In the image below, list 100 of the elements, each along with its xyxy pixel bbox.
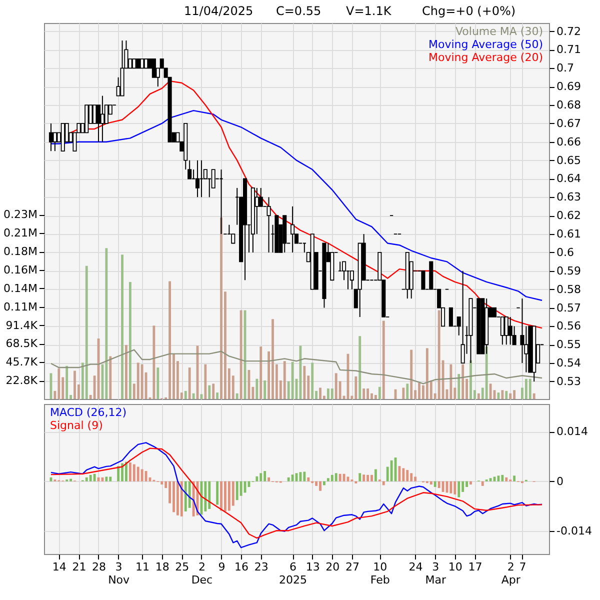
bar (458, 481, 460, 498)
candlestick (342, 261, 346, 281)
bar (497, 392, 500, 399)
bar (513, 390, 516, 399)
bar (501, 474, 504, 482)
y-tick-label: 0.014 (556, 425, 588, 438)
bar (256, 476, 258, 482)
bar (326, 478, 330, 482)
bar (334, 473, 338, 482)
bar (438, 310, 440, 399)
bar (89, 474, 92, 482)
candlestick (231, 234, 236, 244)
bar (188, 368, 191, 399)
y-tick-label: 0.68 (556, 98, 581, 112)
bar (256, 378, 258, 399)
bar (303, 366, 306, 399)
bar (240, 310, 242, 399)
bar (406, 470, 409, 482)
bar (330, 388, 334, 399)
candlestick (508, 316, 512, 346)
text: Signal (9) (50, 419, 103, 432)
y-tick-label: 0.65 (556, 154, 581, 167)
text: MACD (26,12) (50, 406, 127, 419)
y-tick-label: 0.6 (556, 246, 574, 259)
x-tick-label: 24 (408, 560, 423, 574)
y-tick-label: 0.69 (556, 80, 581, 94)
y-tick-label: 0.66 (556, 135, 581, 148)
y-tick-label: 0.58 (556, 282, 581, 296)
x-tick-label: 23 (254, 560, 268, 574)
x-tick-label: 7 (519, 560, 526, 574)
text: V=1.1K (346, 4, 392, 18)
bar (283, 361, 286, 399)
bar (528, 378, 532, 399)
bar (374, 394, 377, 399)
bar (152, 326, 156, 399)
bar (200, 394, 203, 399)
bar (366, 474, 369, 482)
bar (200, 481, 203, 515)
text: Moving Average (20) (428, 51, 543, 64)
bar (224, 481, 226, 512)
bar (319, 388, 322, 399)
bar (326, 388, 330, 399)
candlestick (92, 104, 97, 124)
candlestick (52, 132, 57, 152)
bar (184, 390, 187, 399)
x-tick-label: 25 (175, 560, 190, 574)
bar (454, 481, 456, 494)
bar (125, 344, 128, 399)
bar (450, 364, 452, 399)
bar (489, 384, 492, 399)
x-tick-label: 17 (468, 560, 482, 574)
y2-tick-label: 68.5K (6, 337, 38, 350)
candlestick (258, 187, 263, 207)
y-tick-label: 0.56 (556, 320, 581, 333)
candlestick (100, 95, 104, 142)
bar (204, 364, 207, 399)
bar (307, 477, 310, 482)
bar (497, 476, 500, 482)
bar (501, 390, 504, 399)
bar (236, 393, 238, 399)
bar (382, 481, 385, 486)
x-tick-label: 11 (136, 560, 150, 574)
y-tick-label: 0.7 (556, 62, 574, 75)
bar (128, 462, 132, 482)
bar (121, 254, 124, 399)
y2-tick-label: 0.18M (4, 245, 38, 258)
bar (188, 481, 191, 508)
line-series (50, 349, 543, 384)
bar (156, 368, 160, 399)
bar (70, 478, 72, 482)
bar (66, 366, 68, 399)
bar (208, 385, 211, 399)
bar (450, 481, 452, 494)
y2-tick-label: 0.23M (4, 208, 38, 222)
bar (303, 472, 306, 482)
bar (260, 473, 262, 482)
bar (125, 462, 128, 482)
y-tick-label: 0.71 (556, 43, 581, 56)
bar (338, 474, 342, 482)
bar (228, 481, 230, 511)
bar (291, 474, 294, 482)
bar (168, 281, 171, 399)
bar (299, 346, 302, 399)
y-tick-label: 0.54 (556, 356, 581, 370)
bar (378, 386, 381, 399)
bar (481, 481, 484, 486)
y-tick-label: 0.64 (556, 172, 581, 186)
x-tick-label: 6 2025 (279, 560, 308, 586)
bar (85, 477, 88, 482)
bar (176, 481, 179, 516)
y-tick-label: 0.72 (556, 24, 581, 38)
bar (58, 368, 60, 399)
x-tick-label: 2 Dec (191, 560, 213, 586)
x-tick-label: 3 Mar (425, 560, 446, 586)
x-tick-label: 9 (218, 560, 226, 574)
bar (121, 463, 124, 482)
bar (513, 476, 516, 482)
bar (477, 393, 480, 399)
x-tick-label: 2 Apr (501, 560, 521, 586)
candlestick (152, 58, 156, 78)
